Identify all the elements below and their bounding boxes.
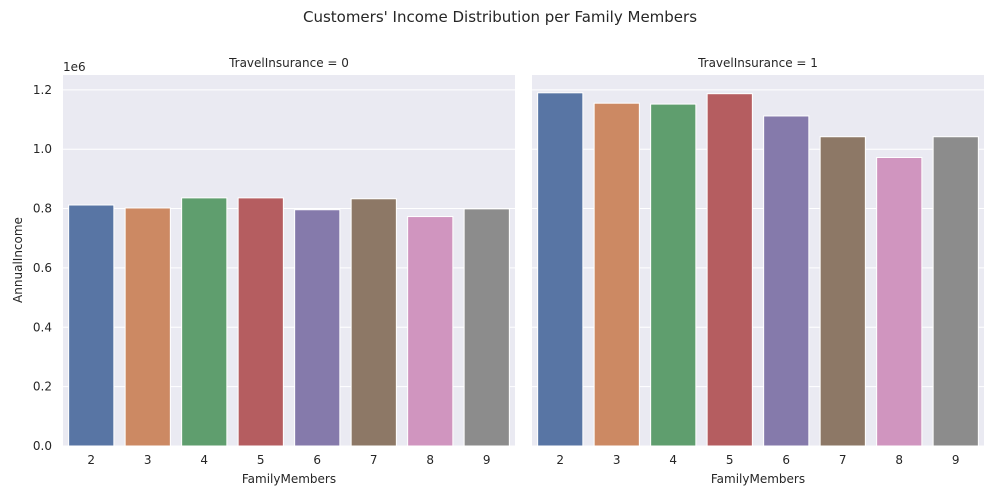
y-tick-label: 0.4: [33, 320, 52, 334]
x-tick-label: 7: [839, 453, 847, 467]
x-tick-label: 3: [613, 453, 621, 467]
x-tick-label: 9: [483, 453, 491, 467]
bar-1-3: [593, 102, 640, 447]
bar-0-3: [124, 207, 171, 447]
bar-0-9: [463, 208, 510, 447]
bar-1-9: [932, 136, 979, 447]
x-axis-label-1: FamilyMembers: [711, 472, 805, 486]
y-ticks: 0.0 0.2 0.4 0.6 0.8 1.0 1.2: [33, 83, 52, 453]
x-tick-label: 5: [726, 453, 734, 467]
y-tick-label: 1.2: [33, 83, 52, 97]
y-tick-label: 0.2: [33, 380, 52, 394]
y-tick-label: 0.8: [33, 202, 52, 216]
x-tick-label: 6: [782, 453, 790, 467]
x-tick-label: 3: [144, 453, 152, 467]
chart-title: Customers' Income Distribution per Famil…: [303, 8, 697, 26]
bar-0-5: [237, 197, 284, 447]
x-ticks-1: 2 3 4 5 6 7 8 9: [556, 453, 959, 467]
x-tick-label: 6: [313, 453, 321, 467]
bar-0-7: [350, 198, 397, 447]
bar-1-6: [763, 115, 810, 447]
x-tick-label: 4: [200, 453, 208, 467]
facet-panel-1: TravelInsurance = 1 2 3 4 5 6 7 8 9 FamilyMembe…: [532, 56, 984, 486]
bar-0-8: [407, 216, 454, 447]
x-tick-label: 4: [669, 453, 677, 467]
facet-title-1: TravelInsurance = 1: [697, 56, 818, 70]
bar-1-4: [650, 103, 697, 447]
y-tick-label: 1.0: [33, 142, 52, 156]
bars-1: [537, 92, 979, 447]
bar-1-2: [537, 92, 584, 447]
y-tick-label: 0.6: [33, 261, 52, 275]
facet-title-0: TravelInsurance = 0: [228, 56, 349, 70]
x-tick-label: 8: [426, 453, 434, 467]
bar-0-2: [68, 204, 115, 447]
bar-1-8: [876, 157, 923, 447]
y-axis-label: AnnualIncome: [11, 217, 25, 303]
bar-1-5: [706, 93, 753, 447]
x-tick-label: 8: [895, 453, 903, 467]
x-axis-label-0: FamilyMembers: [242, 472, 336, 486]
x-tick-label: 5: [257, 453, 265, 467]
facet-panel-0: TravelInsurance = 0 2 3 4 5 6 7 8 9 FamilyMembe…: [63, 56, 515, 486]
bar-0-4: [181, 197, 228, 447]
x-tick-label: 2: [556, 453, 564, 467]
bar-1-7: [819, 136, 866, 447]
y-scale-label: 1e6: [63, 60, 86, 74]
x-ticks-0: 2 3 4 5 6 7 8 9: [87, 453, 490, 467]
bars-0: [68, 197, 510, 447]
x-tick-label: 7: [370, 453, 378, 467]
bar-0-6: [294, 209, 341, 447]
x-tick-label: 9: [952, 453, 960, 467]
y-tick-label: 0.0: [33, 439, 52, 453]
x-tick-label: 2: [87, 453, 95, 467]
